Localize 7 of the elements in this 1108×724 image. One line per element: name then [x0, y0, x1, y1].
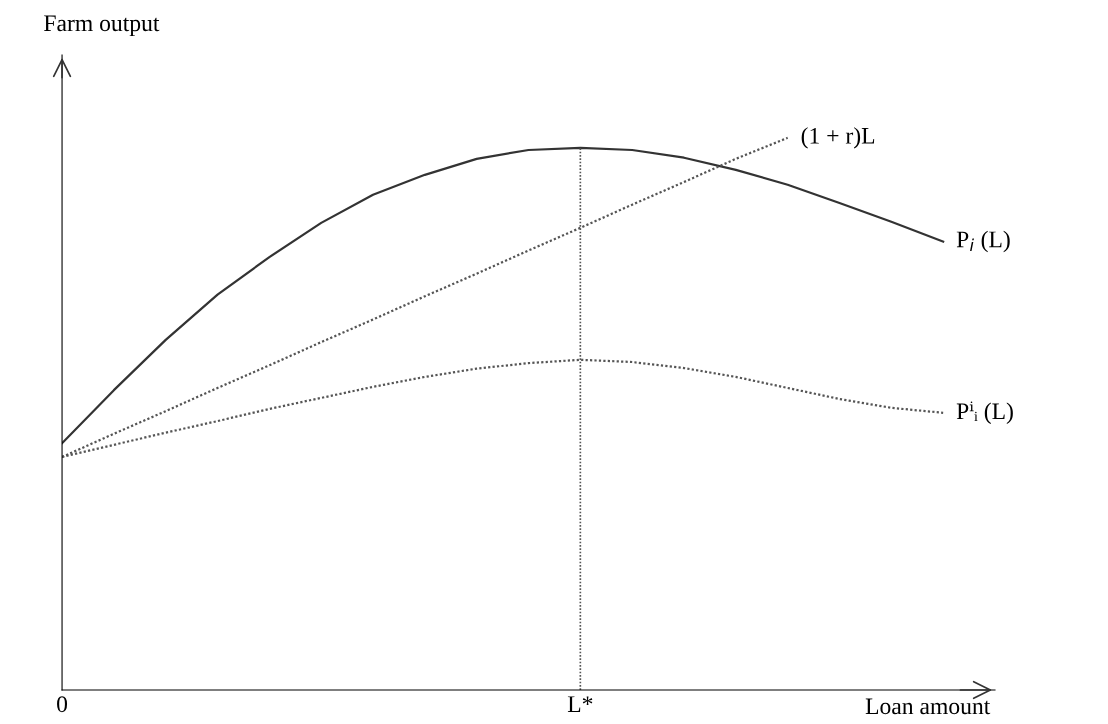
x-tick-label: L* [567, 696, 593, 712]
series-label: Pⁱᵢ (L) [956, 401, 1013, 425]
series-label: P$_{i}$ (L) [956, 230, 1010, 253]
series-label: (1 + r)L [801, 127, 875, 149]
x-axis-title: Loan amount [865, 698, 991, 715]
y-axis-title: Farm output [44, 15, 160, 36]
x-tick-label: 0 [57, 696, 68, 713]
